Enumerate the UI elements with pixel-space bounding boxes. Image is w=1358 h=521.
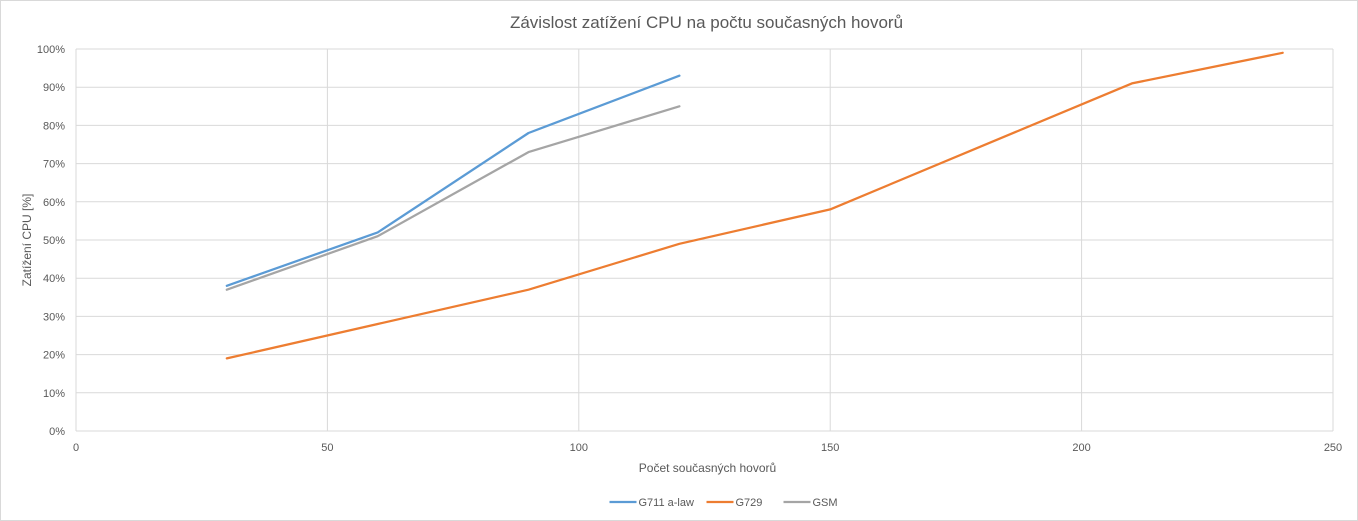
y-gridlines: [76, 48, 1333, 432]
x-axis-title: Počet současných hovorů: [639, 461, 776, 475]
legend-label: GSM: [813, 497, 838, 509]
series-line-g729: [225, 51, 1284, 360]
y-tick-label: 0%: [49, 426, 65, 438]
y-tick-label: 70%: [43, 159, 65, 171]
legend: G711 a-law G729 GSM: [609, 497, 838, 509]
x-tick-label: 250: [1324, 442, 1342, 454]
y-axis-title: Zatížení CPU [%]: [20, 194, 34, 287]
y-tick-labels: 0% 10% 20% 30% 40% 50% 60% 70% 80% 90% 100%: [37, 44, 65, 438]
chart-title: Závislost zatížení CPU na počtu současný…: [510, 13, 903, 32]
x-tick-label: 0: [73, 442, 79, 454]
series-lines: [225, 51, 1284, 360]
y-tick-label: 80%: [43, 120, 65, 132]
x-tick-label: 50: [321, 442, 333, 454]
legend-label: G729: [736, 497, 763, 509]
y-tick-label: 20%: [43, 350, 65, 362]
x-tick-label: 100: [570, 442, 588, 454]
series-line-g711-a-law: [225, 74, 681, 287]
legend-item: G711 a-law: [609, 497, 694, 509]
x-tick-label: 150: [821, 442, 839, 454]
legend-item: GSM: [783, 497, 838, 509]
series-line-gsm: [225, 105, 681, 291]
x-tick-labels: 0 50 100 150 200 250: [73, 442, 1342, 454]
y-tick-label: 100%: [37, 44, 65, 56]
y-tick-label: 30%: [43, 311, 65, 323]
y-tick-label: 60%: [43, 197, 65, 209]
legend-item: G729: [706, 497, 763, 509]
y-tick-label: 90%: [43, 82, 65, 94]
y-tick-label: 40%: [43, 273, 65, 285]
y-tick-label: 10%: [43, 388, 65, 400]
x-tick-label: 200: [1072, 442, 1090, 454]
y-tick-label: 50%: [43, 235, 65, 247]
legend-label: G711 a-law: [639, 497, 694, 509]
